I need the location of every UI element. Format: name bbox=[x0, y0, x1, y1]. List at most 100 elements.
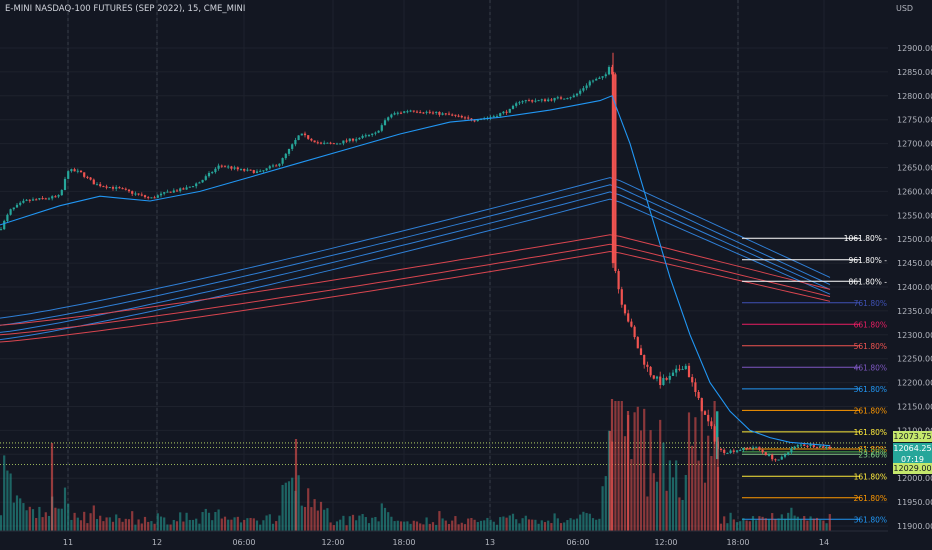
candle-body bbox=[220, 165, 223, 167]
volume-bar bbox=[15, 495, 19, 531]
volume-bar bbox=[595, 519, 598, 531]
volume-bar bbox=[143, 516, 147, 531]
candle-body bbox=[179, 188, 182, 192]
candle-body bbox=[159, 193, 163, 196]
volume-bar bbox=[569, 518, 572, 531]
candle-body bbox=[239, 168, 243, 170]
candle-body bbox=[697, 391, 700, 399]
candle-body bbox=[19, 202, 22, 205]
volume-bar bbox=[371, 517, 374, 531]
candle-body bbox=[707, 414, 710, 422]
candle-body bbox=[307, 135, 310, 139]
volume-bar bbox=[255, 520, 259, 531]
candle-body bbox=[575, 93, 579, 96]
volume-bar bbox=[44, 512, 47, 531]
volume-bar bbox=[556, 518, 559, 531]
volume-bar bbox=[438, 511, 441, 531]
candle-body bbox=[115, 187, 118, 189]
volume-bar bbox=[137, 519, 140, 531]
candle-body bbox=[662, 378, 665, 385]
volume-bar bbox=[329, 522, 332, 531]
candle-body bbox=[579, 90, 582, 94]
candle-body bbox=[425, 111, 428, 113]
volume-bar bbox=[425, 517, 428, 531]
chart-title: E-MINI NASDAQ-100 FUTURES (SEP 2022), 15… bbox=[5, 4, 246, 14]
price-axis-tick: 12250.00 bbox=[897, 355, 932, 364]
candle-body bbox=[518, 102, 521, 104]
volume-bar bbox=[745, 520, 748, 531]
candle-body bbox=[431, 112, 435, 114]
volume-bar bbox=[719, 523, 723, 531]
candle-body bbox=[812, 444, 815, 448]
fib-level-label: 561.80% bbox=[854, 342, 887, 351]
volume-bar bbox=[287, 481, 291, 531]
volume-bar bbox=[6, 470, 9, 531]
candle-body bbox=[828, 446, 831, 449]
volume-bar bbox=[793, 515, 796, 531]
volume-bar bbox=[572, 519, 575, 531]
candle-body bbox=[377, 130, 380, 133]
volume-bar bbox=[806, 520, 809, 531]
volume-bar bbox=[630, 459, 633, 531]
candle-body bbox=[134, 193, 137, 195]
volume-bar bbox=[278, 515, 281, 531]
candle-body bbox=[73, 169, 76, 172]
volume-bar bbox=[156, 513, 159, 531]
volume-bar bbox=[678, 497, 681, 531]
volume-bar bbox=[483, 520, 486, 531]
volume-bar bbox=[223, 516, 227, 531]
candle-body bbox=[659, 376, 662, 385]
candle-body bbox=[422, 112, 425, 114]
candle-body bbox=[815, 447, 819, 449]
volume-bar bbox=[732, 519, 735, 531]
candle-body bbox=[3, 220, 6, 230]
candle-body bbox=[102, 186, 105, 188]
candle-body bbox=[435, 111, 438, 113]
ribbon-line-red bbox=[0, 234, 831, 326]
volume-bar bbox=[118, 518, 121, 531]
candle-body bbox=[511, 105, 515, 109]
volume-bar bbox=[0, 515, 3, 531]
volume-bar bbox=[403, 521, 406, 531]
volume-bar bbox=[495, 524, 499, 531]
price-axis-tick: 12550.00 bbox=[897, 211, 932, 220]
candle-body bbox=[633, 326, 636, 338]
volume-bar bbox=[246, 518, 249, 531]
candle-body bbox=[51, 196, 54, 199]
volume-bar bbox=[623, 436, 627, 531]
volume-bar bbox=[124, 518, 127, 531]
candle-body bbox=[777, 459, 780, 461]
volume-bar bbox=[345, 525, 348, 531]
volume-bar bbox=[73, 512, 76, 531]
ribbon-line-blue bbox=[0, 191, 831, 333]
candle-body bbox=[825, 446, 828, 448]
fib-level-label: 1061.80% - bbox=[844, 234, 888, 243]
volume-bar bbox=[31, 509, 35, 531]
volume-bar bbox=[700, 401, 703, 531]
volume-bar bbox=[524, 515, 527, 531]
volume-bar bbox=[182, 521, 185, 531]
volume-bar bbox=[70, 519, 73, 531]
volume-bar bbox=[803, 516, 806, 531]
candle-body bbox=[374, 132, 377, 134]
volume-bar bbox=[819, 519, 822, 531]
candle-body bbox=[47, 198, 51, 200]
candle-body bbox=[6, 214, 9, 221]
candle-body bbox=[195, 183, 198, 187]
volume-bar bbox=[790, 507, 793, 531]
candle-body bbox=[300, 133, 303, 136]
candle-body bbox=[767, 454, 771, 456]
volume-bar bbox=[38, 506, 41, 531]
volume-bar bbox=[191, 519, 195, 531]
volume-bar bbox=[259, 524, 262, 531]
candle-body bbox=[383, 120, 387, 126]
candle-body bbox=[729, 450, 732, 453]
countdown-timer: 07:19 bbox=[900, 455, 925, 464]
candle-body bbox=[147, 197, 150, 199]
candle-body bbox=[569, 97, 572, 99]
volume-bar bbox=[393, 521, 396, 531]
volume-bar bbox=[598, 518, 601, 531]
price-axis-tick: 12000.00 bbox=[897, 474, 932, 483]
volume-bar bbox=[230, 519, 233, 531]
